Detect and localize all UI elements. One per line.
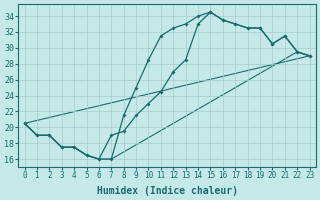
X-axis label: Humidex (Indice chaleur): Humidex (Indice chaleur) xyxy=(97,186,237,196)
